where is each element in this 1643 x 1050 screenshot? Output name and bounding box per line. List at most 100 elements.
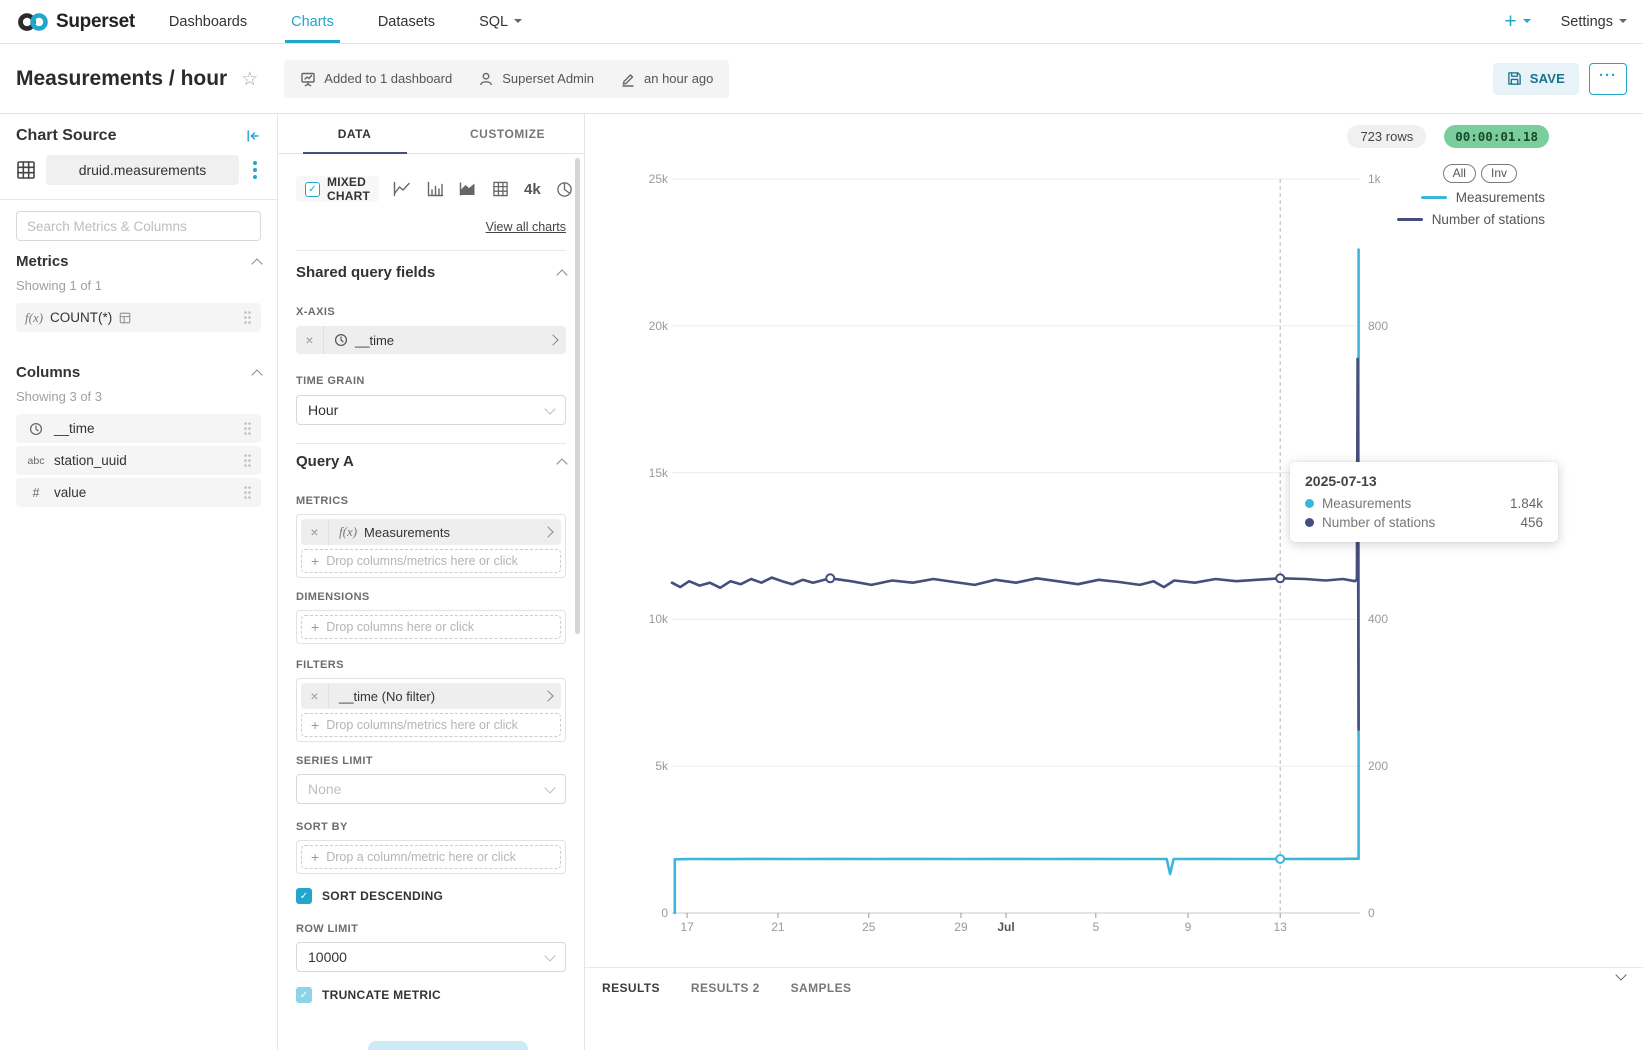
viz-type-chip[interactable]: ✓ MIXED CHART [296, 175, 379, 203]
drag-handle-icon[interactable] [243, 453, 252, 468]
collapse-shared-icon[interactable] [556, 268, 568, 281]
series-dot-icon [1305, 499, 1314, 508]
time-grain-select[interactable]: Hour [296, 395, 566, 425]
dataset-options-kebab-icon[interactable] [249, 159, 261, 181]
x-axis-tick: Jul [997, 920, 1015, 934]
legend-item-number-of-stations[interactable]: Number of stations [1396, 212, 1545, 227]
y-axis-right-tick: 400 [1368, 612, 1389, 627]
tab-results[interactable]: RESULTS [602, 981, 660, 995]
text-type-icon: abc [27, 454, 45, 467]
columns-section-title: Columns [16, 364, 81, 381]
sort-descending-checkbox[interactable]: ✓ [296, 888, 312, 904]
y-axis-right-tick: 0 [1368, 906, 1375, 920]
nav-right: + Settings [1504, 0, 1627, 43]
chevron-down-icon [544, 781, 556, 794]
more-actions-button[interactable]: ··· [1589, 62, 1627, 95]
collapse-results-icon[interactable] [1615, 969, 1627, 987]
row-limit-label: ROW LIMIT [296, 923, 359, 935]
y-axis-left-tick: 5k [655, 759, 668, 774]
nav-item-charts[interactable]: Charts [285, 0, 340, 43]
collapse-columns-icon[interactable] [251, 368, 263, 381]
legend-item-measurements[interactable]: Measurements [1420, 190, 1545, 205]
view-all-charts-link[interactable]: View all charts [485, 220, 566, 234]
legend-all-button[interactable]: All [1442, 164, 1476, 183]
chevron-down-icon [1619, 19, 1627, 27]
remove-icon[interactable]: × [301, 519, 329, 545]
truncate-metric-checkbox[interactable]: ✓ [296, 987, 312, 1003]
superset-logo[interactable]: Superset [16, 0, 135, 43]
user-icon [480, 72, 493, 85]
page-title: Measurements / hour [16, 66, 228, 90]
data-point-marker [825, 573, 836, 584]
column-item-value[interactable]: # value [16, 478, 261, 507]
x-axis-control[interactable]: × __time [296, 326, 566, 354]
y-axis-left-tick: 25k [648, 172, 668, 186]
x-axis-tick: 21 [771, 920, 785, 934]
drag-handle-icon[interactable] [243, 421, 252, 436]
filters-dropzone[interactable]: + Drop columns/metrics here or click [301, 713, 561, 737]
expand-option-icon[interactable] [547, 334, 559, 346]
x-axis-tick: 13 [1273, 920, 1287, 934]
tooltip-row: Measurements 1.84k [1305, 496, 1543, 511]
dashboard-icon [301, 72, 315, 86]
drag-handle-icon[interactable] [243, 485, 252, 500]
page-header: Measurements / hour ☆ Added to 1 dashboa… [0, 44, 1643, 114]
search-input[interactable] [16, 211, 261, 241]
tab-results-2[interactable]: RESULTS 2 [690, 981, 760, 995]
x-axis-tick: 29 [954, 920, 968, 934]
query-timer-badge: 00:00:01.18 [1444, 125, 1549, 148]
y-axis-right-tick: 200 [1368, 759, 1389, 774]
sort-by-dropzone[interactable]: + Drop a column/metric here or click [301, 845, 561, 869]
save-button[interactable]: SAVE [1492, 62, 1579, 95]
metrics-dropzone[interactable]: + Drop columns/metrics here or click [301, 549, 561, 573]
partially-visible-tooltip [368, 1041, 528, 1050]
line-chart-icon[interactable] [393, 181, 412, 197]
table-icon [17, 161, 35, 179]
series-limit-select[interactable]: None [296, 774, 566, 804]
pie-chart-icon[interactable] [556, 181, 573, 198]
dataset-name[interactable]: druid.measurements [46, 155, 239, 185]
y-axis-left-tick: 0 [661, 906, 668, 920]
chart-tooltip: 2025-07-13 Measurements 1.84k Number of … [1290, 462, 1558, 542]
nav-item-sql[interactable]: SQL [479, 0, 523, 43]
bar-chart-icon[interactable] [427, 181, 444, 197]
filter-option[interactable]: × __time (No filter) [301, 683, 561, 709]
tab-samples[interactable]: SAMPLES [790, 981, 852, 995]
new-item-button[interactable]: + [1504, 10, 1531, 34]
dimensions-label: DIMENSIONS [296, 591, 370, 603]
column-item-station-uuid[interactable]: abc station_uuid [16, 446, 261, 475]
sort-by-dropbox: + Drop a column/metric here or click [296, 840, 566, 874]
favorite-star-icon[interactable]: ☆ [241, 69, 259, 90]
remove-icon[interactable]: × [296, 326, 324, 354]
scrollbar-thumb[interactable] [575, 158, 580, 634]
viz-type-row: ✓ MIXED CHART 4k [296, 175, 572, 203]
collapse-panel-icon[interactable] [245, 128, 261, 144]
series-line-number-of-stations [670, 357, 1360, 731]
big-number-chart-icon[interactable]: 4k [524, 180, 541, 198]
collapse-metrics-icon[interactable] [251, 257, 263, 270]
expand-option-icon[interactable] [542, 690, 554, 702]
table-chart-icon[interactable] [492, 181, 509, 197]
tab-data[interactable]: DATA [278, 114, 431, 153]
nav-item-dashboards[interactable]: Dashboards [168, 13, 248, 30]
collapse-query-a-icon[interactable] [556, 457, 568, 470]
area-chart-icon[interactable] [459, 181, 477, 197]
chevron-down-icon [1522, 19, 1531, 27]
clock-icon [29, 422, 43, 435]
metric-item-count[interactable]: f(x) COUNT(*) [16, 303, 261, 332]
settings-menu[interactable]: Settings [1561, 14, 1627, 30]
row-limit-select[interactable]: 10000 [296, 942, 566, 972]
owner-info: Superset Admin [478, 71, 594, 87]
tab-customize[interactable]: CUSTOMIZE [470, 126, 545, 141]
chart-canvas [670, 178, 1360, 918]
dimensions-dropzone[interactable]: + Drop columns here or click [301, 615, 561, 639]
legend-inv-button[interactable]: Inv [1480, 164, 1517, 183]
column-item-time[interactable]: __time [16, 414, 261, 443]
time-grain-label: TIME GRAIN [296, 375, 365, 387]
remove-icon[interactable]: × [301, 683, 329, 709]
drag-handle-icon[interactable] [243, 310, 252, 325]
chart-plot-area[interactable] [670, 178, 1360, 918]
metric-option[interactable]: × f(x) Measurements [301, 519, 561, 545]
expand-option-icon[interactable] [542, 526, 554, 538]
nav-item-datasets[interactable]: Datasets [377, 13, 436, 30]
